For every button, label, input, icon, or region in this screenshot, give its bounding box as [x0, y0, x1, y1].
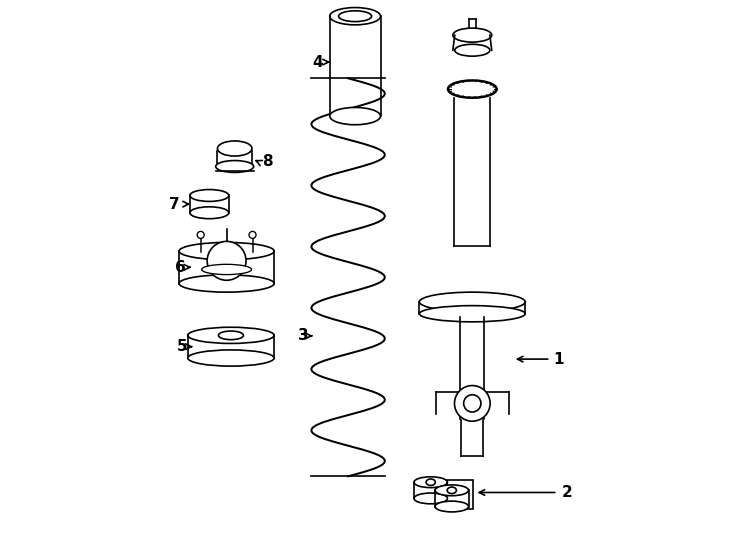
Ellipse shape [190, 190, 229, 201]
Ellipse shape [202, 264, 252, 274]
Ellipse shape [435, 501, 468, 512]
Ellipse shape [414, 493, 448, 504]
Ellipse shape [426, 479, 435, 485]
Text: 7: 7 [169, 197, 180, 212]
Ellipse shape [249, 231, 256, 238]
Ellipse shape [448, 80, 497, 98]
Ellipse shape [190, 207, 229, 219]
Ellipse shape [330, 107, 380, 125]
Ellipse shape [419, 306, 526, 322]
Ellipse shape [188, 350, 274, 366]
Ellipse shape [217, 141, 252, 156]
Ellipse shape [330, 8, 380, 25]
Text: 4: 4 [312, 55, 323, 70]
Circle shape [207, 241, 246, 280]
Ellipse shape [219, 331, 244, 340]
Ellipse shape [338, 11, 371, 22]
Ellipse shape [419, 292, 526, 312]
Ellipse shape [188, 327, 274, 343]
Circle shape [464, 395, 481, 412]
Ellipse shape [197, 231, 204, 238]
Ellipse shape [216, 160, 254, 172]
Ellipse shape [435, 485, 468, 496]
Circle shape [454, 386, 490, 421]
Text: 8: 8 [262, 154, 272, 170]
Ellipse shape [179, 242, 274, 260]
Text: 1: 1 [553, 352, 564, 367]
Text: 2: 2 [562, 485, 573, 500]
Ellipse shape [453, 28, 492, 42]
Ellipse shape [179, 275, 274, 292]
Ellipse shape [447, 487, 457, 494]
Ellipse shape [455, 44, 490, 56]
Ellipse shape [414, 477, 448, 488]
Text: 5: 5 [177, 339, 188, 354]
Text: 3: 3 [298, 328, 308, 343]
Text: 6: 6 [175, 260, 186, 275]
